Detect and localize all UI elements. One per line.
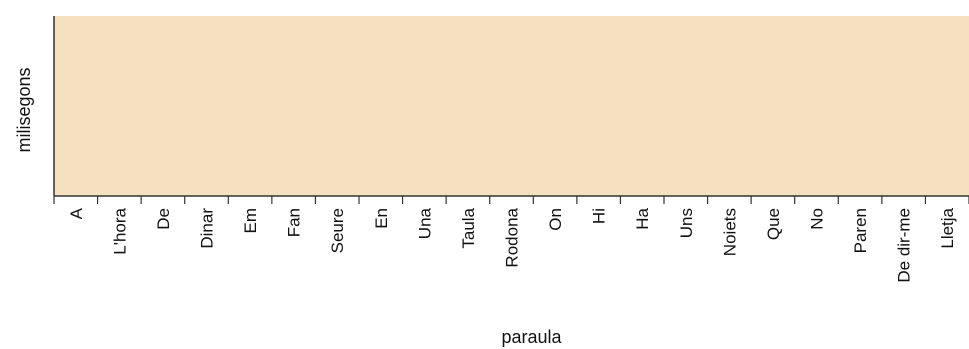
x-tick-label: Paren [851,208,870,253]
x-tick-label: De dir-me [895,208,914,283]
x-tick-label: Hi [590,208,609,224]
x-tick-label: Que [764,208,783,240]
x-tick-label: En [372,208,391,229]
x-axis-title: paraula [501,327,562,347]
x-tick-label: Em [241,208,260,234]
x-ticks-group: A L'hora De Dinar Em Fan Seure En Una Taula Rodona… [53,196,969,283]
x-tick-label: Noiets [720,208,739,256]
x-tick-label: No [808,208,827,230]
x-tick-label: Rodona [503,207,522,267]
y-axis-title: milisegons [14,67,34,152]
x-tick-label: Ha [633,207,652,229]
x-tick-label: Uns [677,208,696,238]
x-tick-label: Una [415,207,434,239]
x-tick-label: Taula [459,207,478,248]
x-tick-label: Dinar [198,208,217,249]
x-tick-label: On [546,208,565,231]
x-tick-label: L'hora [110,207,129,254]
x-tick-label: A [67,207,86,219]
x-tick-label: Lletja [938,207,957,248]
x-tick-label: Fan [285,208,304,237]
x-tick-label: De [154,208,173,230]
x-tick-label: Seure [328,208,347,253]
plot-area [54,16,969,196]
